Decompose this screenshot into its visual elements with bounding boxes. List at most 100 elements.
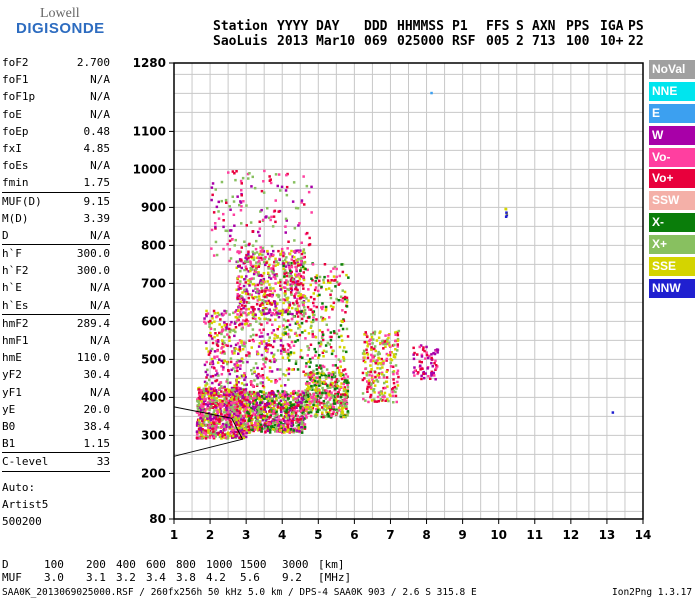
echo-point [300,416,303,420]
echo-point [262,272,266,275]
echo-point [233,310,237,314]
echo-point [260,331,263,335]
echo-point [238,411,242,415]
echo-point [276,184,279,188]
echo-point [257,265,260,268]
echo-point [345,381,349,385]
x-tick-label: 4 [278,528,286,542]
echo-point [229,406,233,409]
echo-point [284,290,287,293]
echo-point [346,383,349,387]
echo-point [229,360,233,364]
echo-point [209,375,213,378]
echo-point [219,430,222,434]
echo-point [259,210,262,213]
param-row: h`F2 300.0 [2,262,110,279]
echo-point [252,397,255,400]
echo-point [343,399,346,402]
echo-point [261,400,264,404]
echo-point [241,361,245,364]
echo-point [373,384,377,387]
echo-point [325,350,328,353]
echo-point [344,311,347,314]
echo-point [201,429,205,432]
legend-item: NNE [649,81,695,101]
param-value: N/A [90,159,110,173]
echo-point [206,418,210,422]
echo-point [242,200,245,203]
echo-point [244,388,248,391]
echo-point [298,429,301,433]
echo-point [321,319,324,322]
echo-point [306,398,310,401]
echo-point [308,374,312,377]
param-name: h`F [2,247,22,261]
echo-point [268,366,272,369]
echo-point [371,378,374,381]
echo-point [304,398,308,401]
echo-point [394,364,398,367]
echo-point [245,275,248,278]
echo-point [242,388,246,392]
echo-point [239,310,242,314]
echo-point [219,381,222,384]
echo-point [243,289,246,293]
echo-point [363,340,366,344]
echo-point [211,417,214,421]
echo-point [309,410,313,414]
echo-point [393,385,397,389]
echo-point [232,329,235,332]
echo-point [309,295,313,299]
echo-point [242,404,245,407]
echo-point [262,363,265,366]
echo-point [313,347,316,351]
echo-point [244,244,248,247]
echo-point [237,352,240,355]
echo-point [248,260,252,263]
echo-point [240,327,243,330]
echo-point [296,301,299,305]
param-row: hmF1 N/A [2,332,110,349]
echo-point [294,293,297,296]
echo-point [343,386,347,389]
echo-point [296,315,300,318]
echo-point [280,418,283,422]
echo-point [329,338,333,342]
echo-point [416,372,419,376]
echo-point [272,271,275,274]
echo-point [234,238,237,242]
echo-point [242,419,245,422]
echo-point [247,296,250,300]
echo-point [340,372,343,376]
echo-point [265,307,268,311]
echo-point [207,431,210,435]
echo-point [209,349,213,352]
echo-point [294,411,298,415]
echo-point [211,402,215,405]
echo-point [294,283,297,287]
echo-point [203,380,207,384]
echo-point [263,402,267,406]
echo-point [308,243,312,246]
echo-point [382,386,385,390]
echo-point [309,343,313,346]
echo-point [285,219,288,222]
param-row: yE 20.0 [2,401,110,418]
echo-point [320,406,324,409]
echo-point [312,304,316,308]
echo-point [207,353,211,356]
echo-point [376,380,380,383]
echo-point [273,260,276,264]
echo-point [211,391,215,394]
echo-point [255,394,259,397]
echo-point [214,373,217,377]
echo-point [265,412,269,416]
echo-point [277,249,280,253]
echo-point [301,356,304,359]
echo-point [363,352,366,356]
echo-point [262,416,265,420]
echo-point [381,395,384,399]
echo-point [238,297,242,301]
echo-point [238,349,242,353]
echo-point [213,320,216,323]
